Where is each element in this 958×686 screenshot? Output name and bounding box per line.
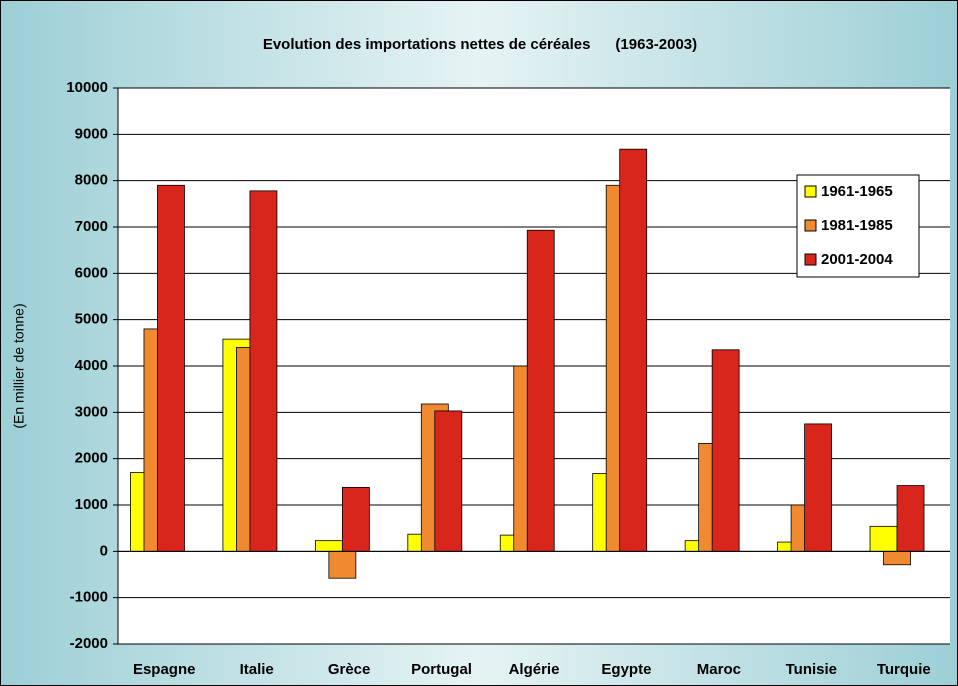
legend-swatch (804, 185, 817, 198)
legend-label: 2001-2004 (821, 251, 893, 268)
chart-title: Evolution des importations nettes de cér… (263, 36, 697, 53)
y-axis-label: (En millier de tonne) (11, 303, 27, 428)
y-tick-label: 6000 (75, 264, 108, 281)
legend-box (796, 174, 920, 278)
bar (314, 540, 343, 552)
y-tick-label: -1000 (70, 589, 108, 606)
y-tick-label: 4000 (75, 357, 108, 374)
y-tick-label: 1000 (75, 496, 108, 513)
bar (804, 423, 832, 552)
x-tick-label: Italie (240, 661, 274, 678)
x-tick-label: Maroc (697, 661, 741, 678)
y-tick-label: 3000 (75, 403, 108, 420)
legend-label: 1981-1985 (821, 217, 893, 234)
bar (883, 550, 911, 566)
y-tick-label: 8000 (75, 172, 108, 189)
x-tick-label: Turquie (877, 661, 931, 678)
y-tick-label: -2000 (70, 635, 108, 652)
bar (249, 190, 278, 552)
y-tick-label: 5000 (75, 311, 108, 328)
y-tick-label: 7000 (75, 218, 108, 235)
bar (328, 550, 357, 579)
x-tick-label: Espagne (133, 661, 196, 678)
legend-label: 1961-1965 (821, 183, 893, 200)
bar (434, 410, 463, 552)
x-tick-label: Grèce (328, 661, 371, 678)
legend-swatch (804, 219, 817, 232)
bar (711, 349, 740, 552)
bar (619, 148, 648, 552)
y-tick-label: 0 (100, 542, 108, 559)
y-tick-label: 10000 (66, 79, 108, 96)
x-tick-label: Egypte (601, 661, 651, 678)
x-tick-label: Algérie (509, 661, 560, 678)
bar (341, 486, 370, 552)
bar (157, 184, 185, 552)
bar (896, 485, 925, 552)
y-tick-label: 9000 (75, 125, 108, 142)
bar (526, 229, 555, 552)
y-tick-label: 2000 (75, 450, 108, 467)
x-tick-label: Portugal (411, 661, 472, 678)
bar (869, 525, 898, 552)
legend-swatch (804, 253, 817, 266)
x-tick-label: Tunisie (786, 661, 837, 678)
